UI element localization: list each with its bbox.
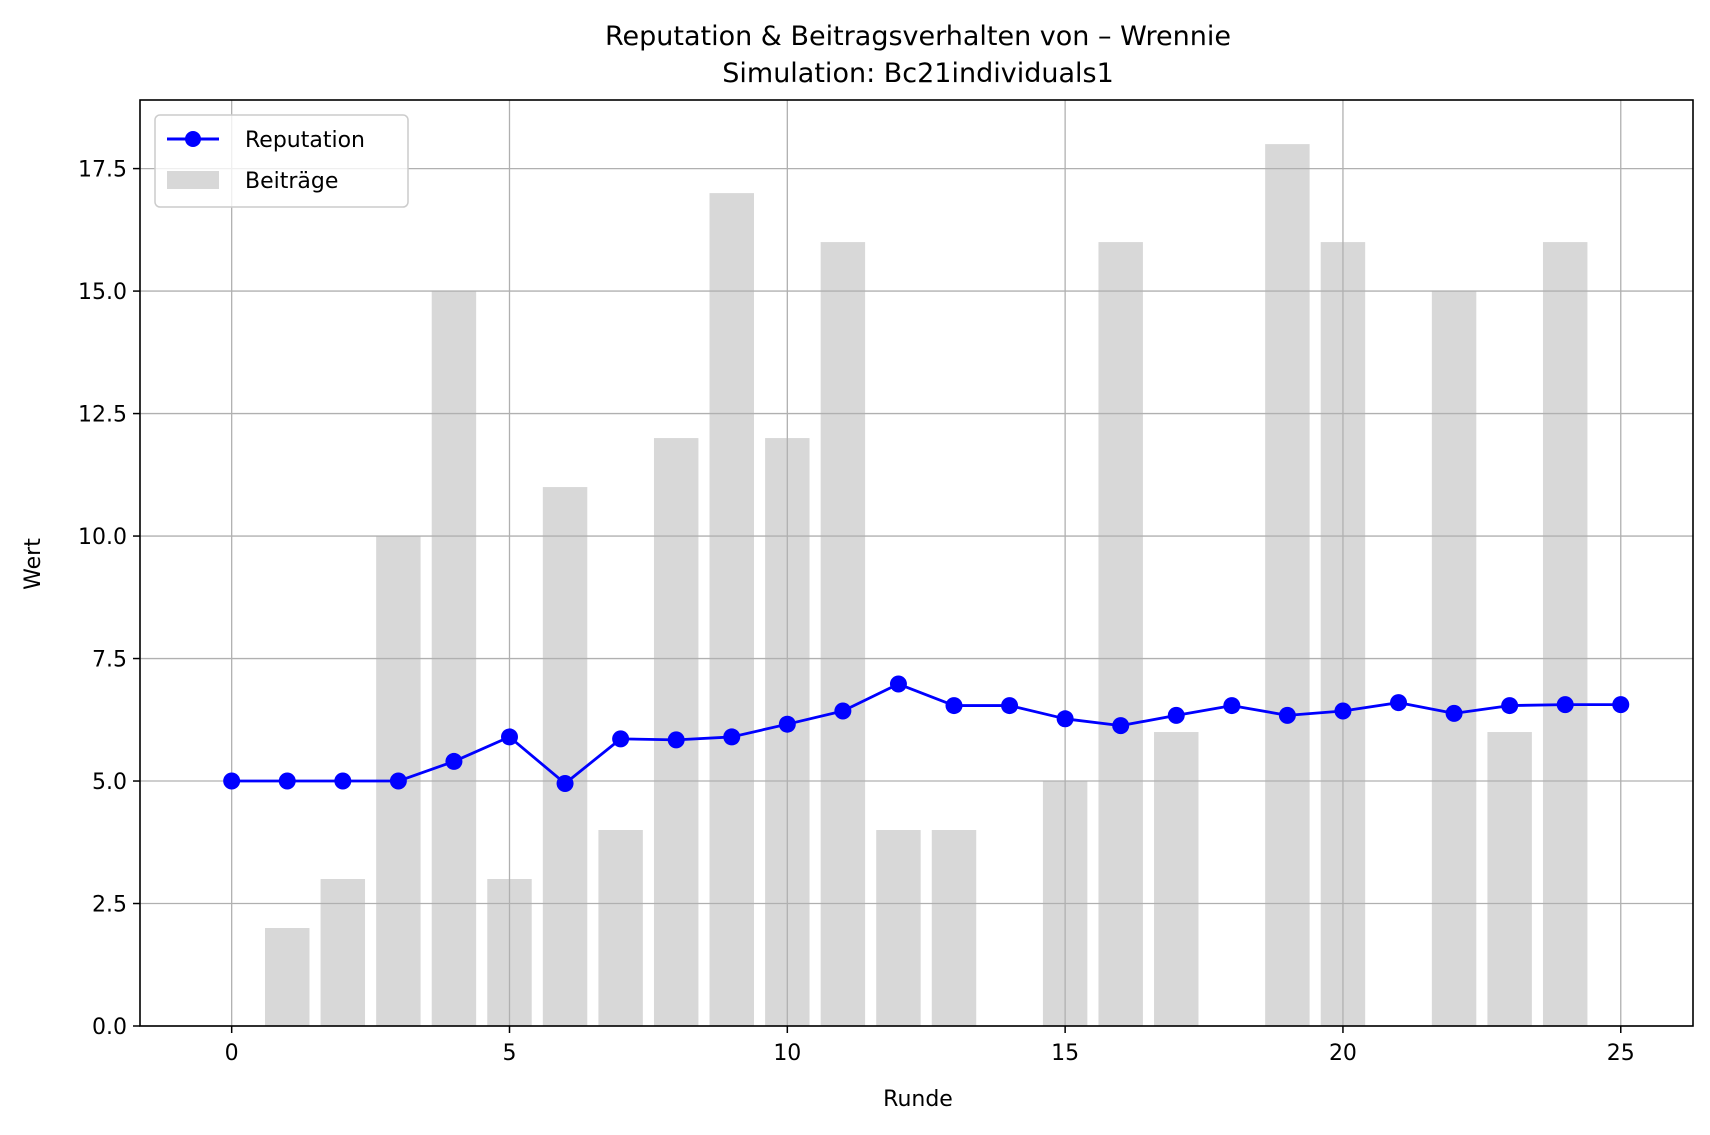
reputation-point-round-0	[223, 772, 241, 790]
reputation-point-round-24	[1556, 696, 1574, 714]
bar-round-17	[1154, 732, 1199, 1026]
y-tick-label-2.5: 2.5	[92, 893, 127, 918]
bar-round-1	[265, 928, 310, 1026]
x-tick-label-15: 15	[1051, 1041, 1079, 1066]
reputation-point-round-19	[1278, 706, 1296, 724]
chart-title: Reputation & Beitragsverhalten von – Wre…	[605, 21, 1231, 52]
bar-round-7	[598, 830, 643, 1026]
reputation-point-round-10	[778, 715, 796, 733]
reputation-point-round-12	[889, 675, 907, 693]
x-tick-label-20: 20	[1329, 1041, 1357, 1066]
y-tick-label-0: 0.0	[92, 1015, 127, 1040]
x-tick-label-10: 10	[773, 1041, 801, 1066]
y-tick-label-12.5: 12.5	[78, 403, 127, 428]
y-tick-label-17.5: 17.5	[78, 158, 127, 183]
reputation-point-round-18	[1223, 697, 1241, 715]
reputation-point-round-5	[500, 728, 518, 746]
reputation-point-round-11	[834, 702, 852, 720]
y-axis-label: Wert	[21, 538, 46, 590]
y-tick-label-10: 10.0	[78, 525, 127, 550]
reputation-point-round-1	[278, 772, 296, 790]
bar-round-23	[1487, 732, 1532, 1026]
reputation-point-round-16	[1112, 717, 1130, 735]
legend-label-beitraege: Beiträge	[245, 169, 338, 194]
ticks-layer: 0 5 10 15 20 25 0.0 2.5 5.0 7.5 10.0 12.5 15.0 17.5	[78, 158, 1635, 1066]
bar-round-6	[542, 487, 588, 1026]
reputation-point-round-23	[1501, 697, 1519, 715]
bar-round-11	[820, 242, 866, 1026]
legend-swatch-beitraege	[167, 171, 219, 189]
axes-layer	[139, 99, 1694, 1027]
reputation-point-round-25	[1612, 696, 1630, 714]
bar-round-24	[1542, 242, 1588, 1026]
reputation-point-round-21	[1390, 694, 1408, 712]
bar-round-9	[709, 193, 754, 1026]
plot-frame	[139, 99, 1694, 1027]
line-layer	[223, 675, 1630, 792]
y-tick-label-5: 5.0	[92, 770, 127, 795]
legend-label-reputation: Reputation	[245, 128, 365, 153]
bar-round-19	[1265, 144, 1310, 1027]
reputation-point-round-9	[723, 728, 741, 746]
legend: Reputation Beiträge	[154, 114, 409, 208]
bar-round-12	[876, 830, 921, 1026]
reputation-point-round-2	[334, 772, 352, 790]
x-tick-label-5: 5	[502, 1041, 516, 1066]
reputation-point-round-7	[612, 730, 630, 748]
reputation-point-round-15	[1056, 710, 1074, 728]
reputation-point-round-3	[389, 772, 407, 790]
reputation-point-round-6	[556, 774, 574, 792]
bar-round-16	[1098, 242, 1143, 1026]
reputation-point-round-17	[1167, 706, 1185, 724]
legend-marker-reputation	[185, 131, 201, 147]
bar-round-13	[931, 830, 977, 1026]
y-tick-label-15: 15.0	[78, 280, 127, 305]
x-axis-label: Runde	[883, 1087, 953, 1112]
reputation-point-round-22	[1445, 704, 1463, 722]
reputation-point-round-13	[945, 697, 963, 715]
chart-subtitle: Simulation: Bc21individuals1	[722, 58, 1114, 89]
reputation-point-round-8	[667, 731, 685, 749]
x-tick-label-25: 25	[1607, 1041, 1635, 1066]
x-tick-label-0: 0	[225, 1041, 239, 1066]
reputation-point-round-4	[445, 752, 463, 770]
reputation-point-round-14	[1001, 697, 1019, 715]
reputation-point-round-20	[1334, 702, 1352, 720]
reputation-line	[231, 682, 1621, 785]
y-tick-label-7.5: 7.5	[92, 648, 127, 673]
bar-round-2	[320, 879, 366, 1026]
